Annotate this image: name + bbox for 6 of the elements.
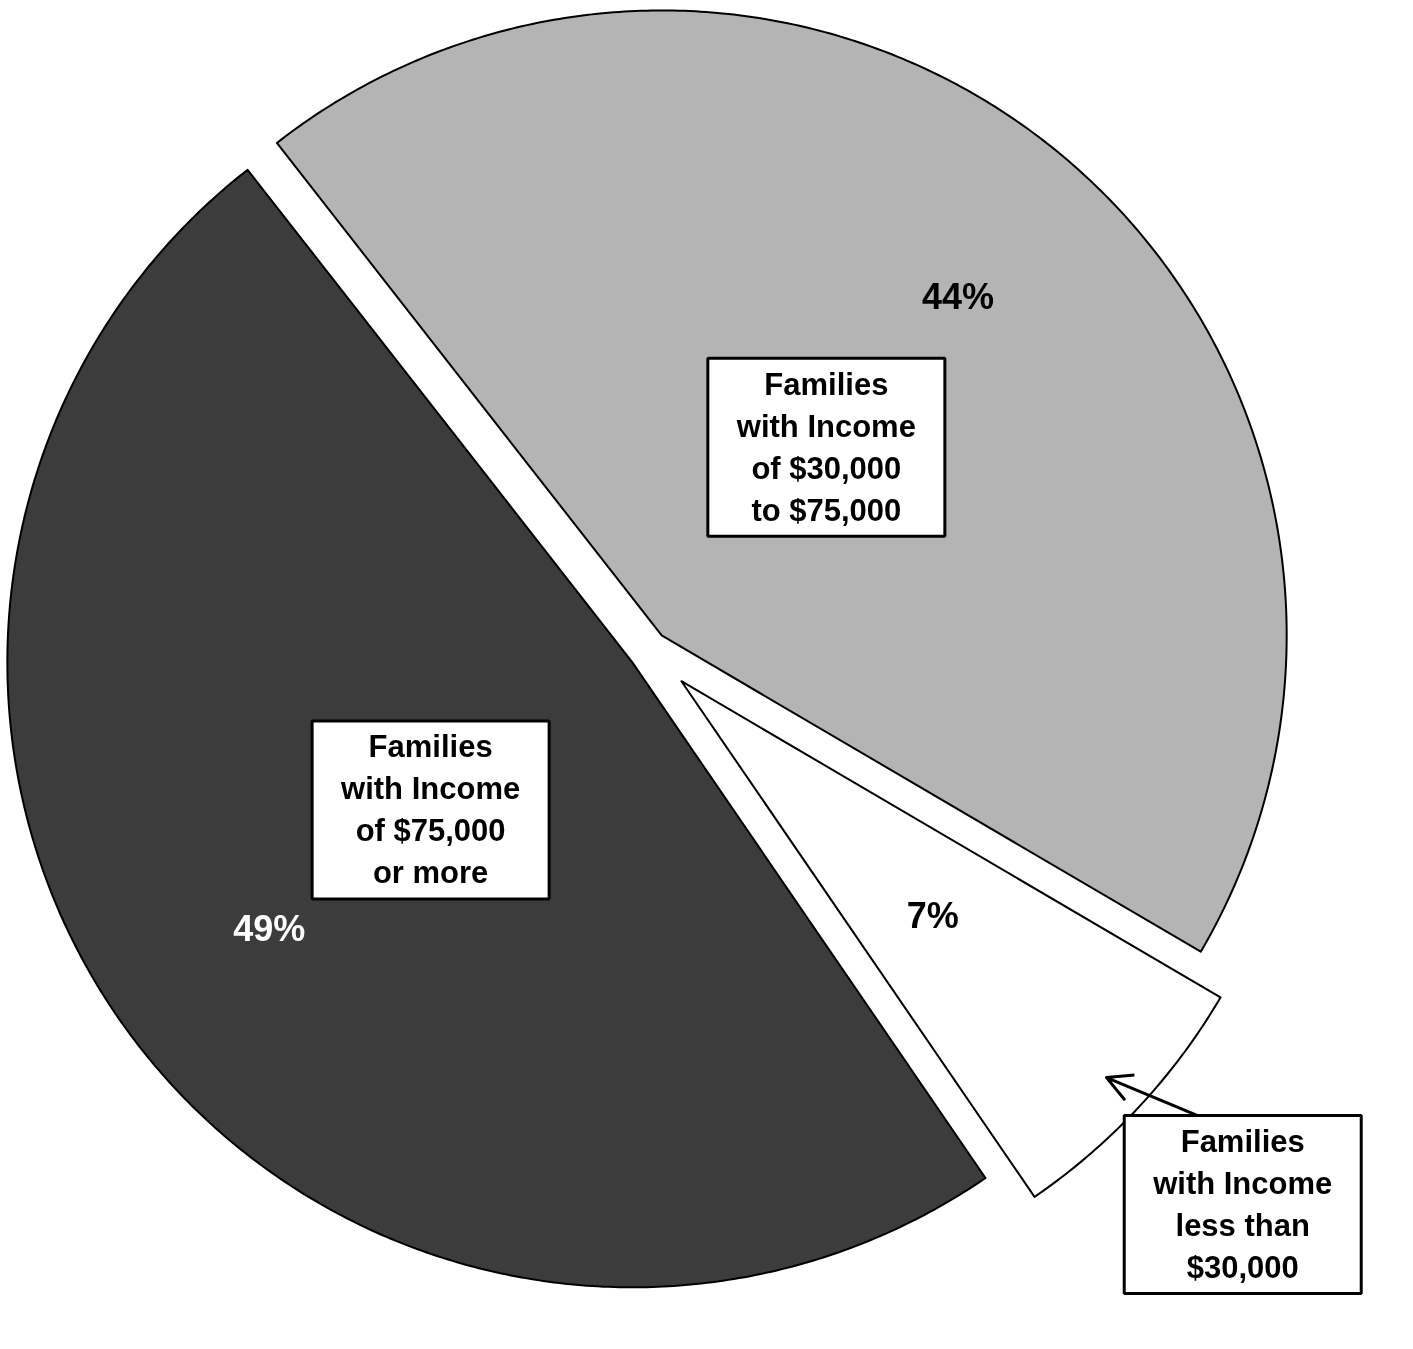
data-label: 49% <box>233 907 306 949</box>
slice-label: Families with Income of $75,000 or more <box>340 729 521 891</box>
slice-label: Families with Income less than $30,000 <box>1152 1124 1333 1286</box>
slice-label: Families with Income of $30,000 to $75,000 <box>735 366 916 528</box>
data-label: 44% <box>922 276 995 318</box>
data-label: 7% <box>906 895 959 937</box>
